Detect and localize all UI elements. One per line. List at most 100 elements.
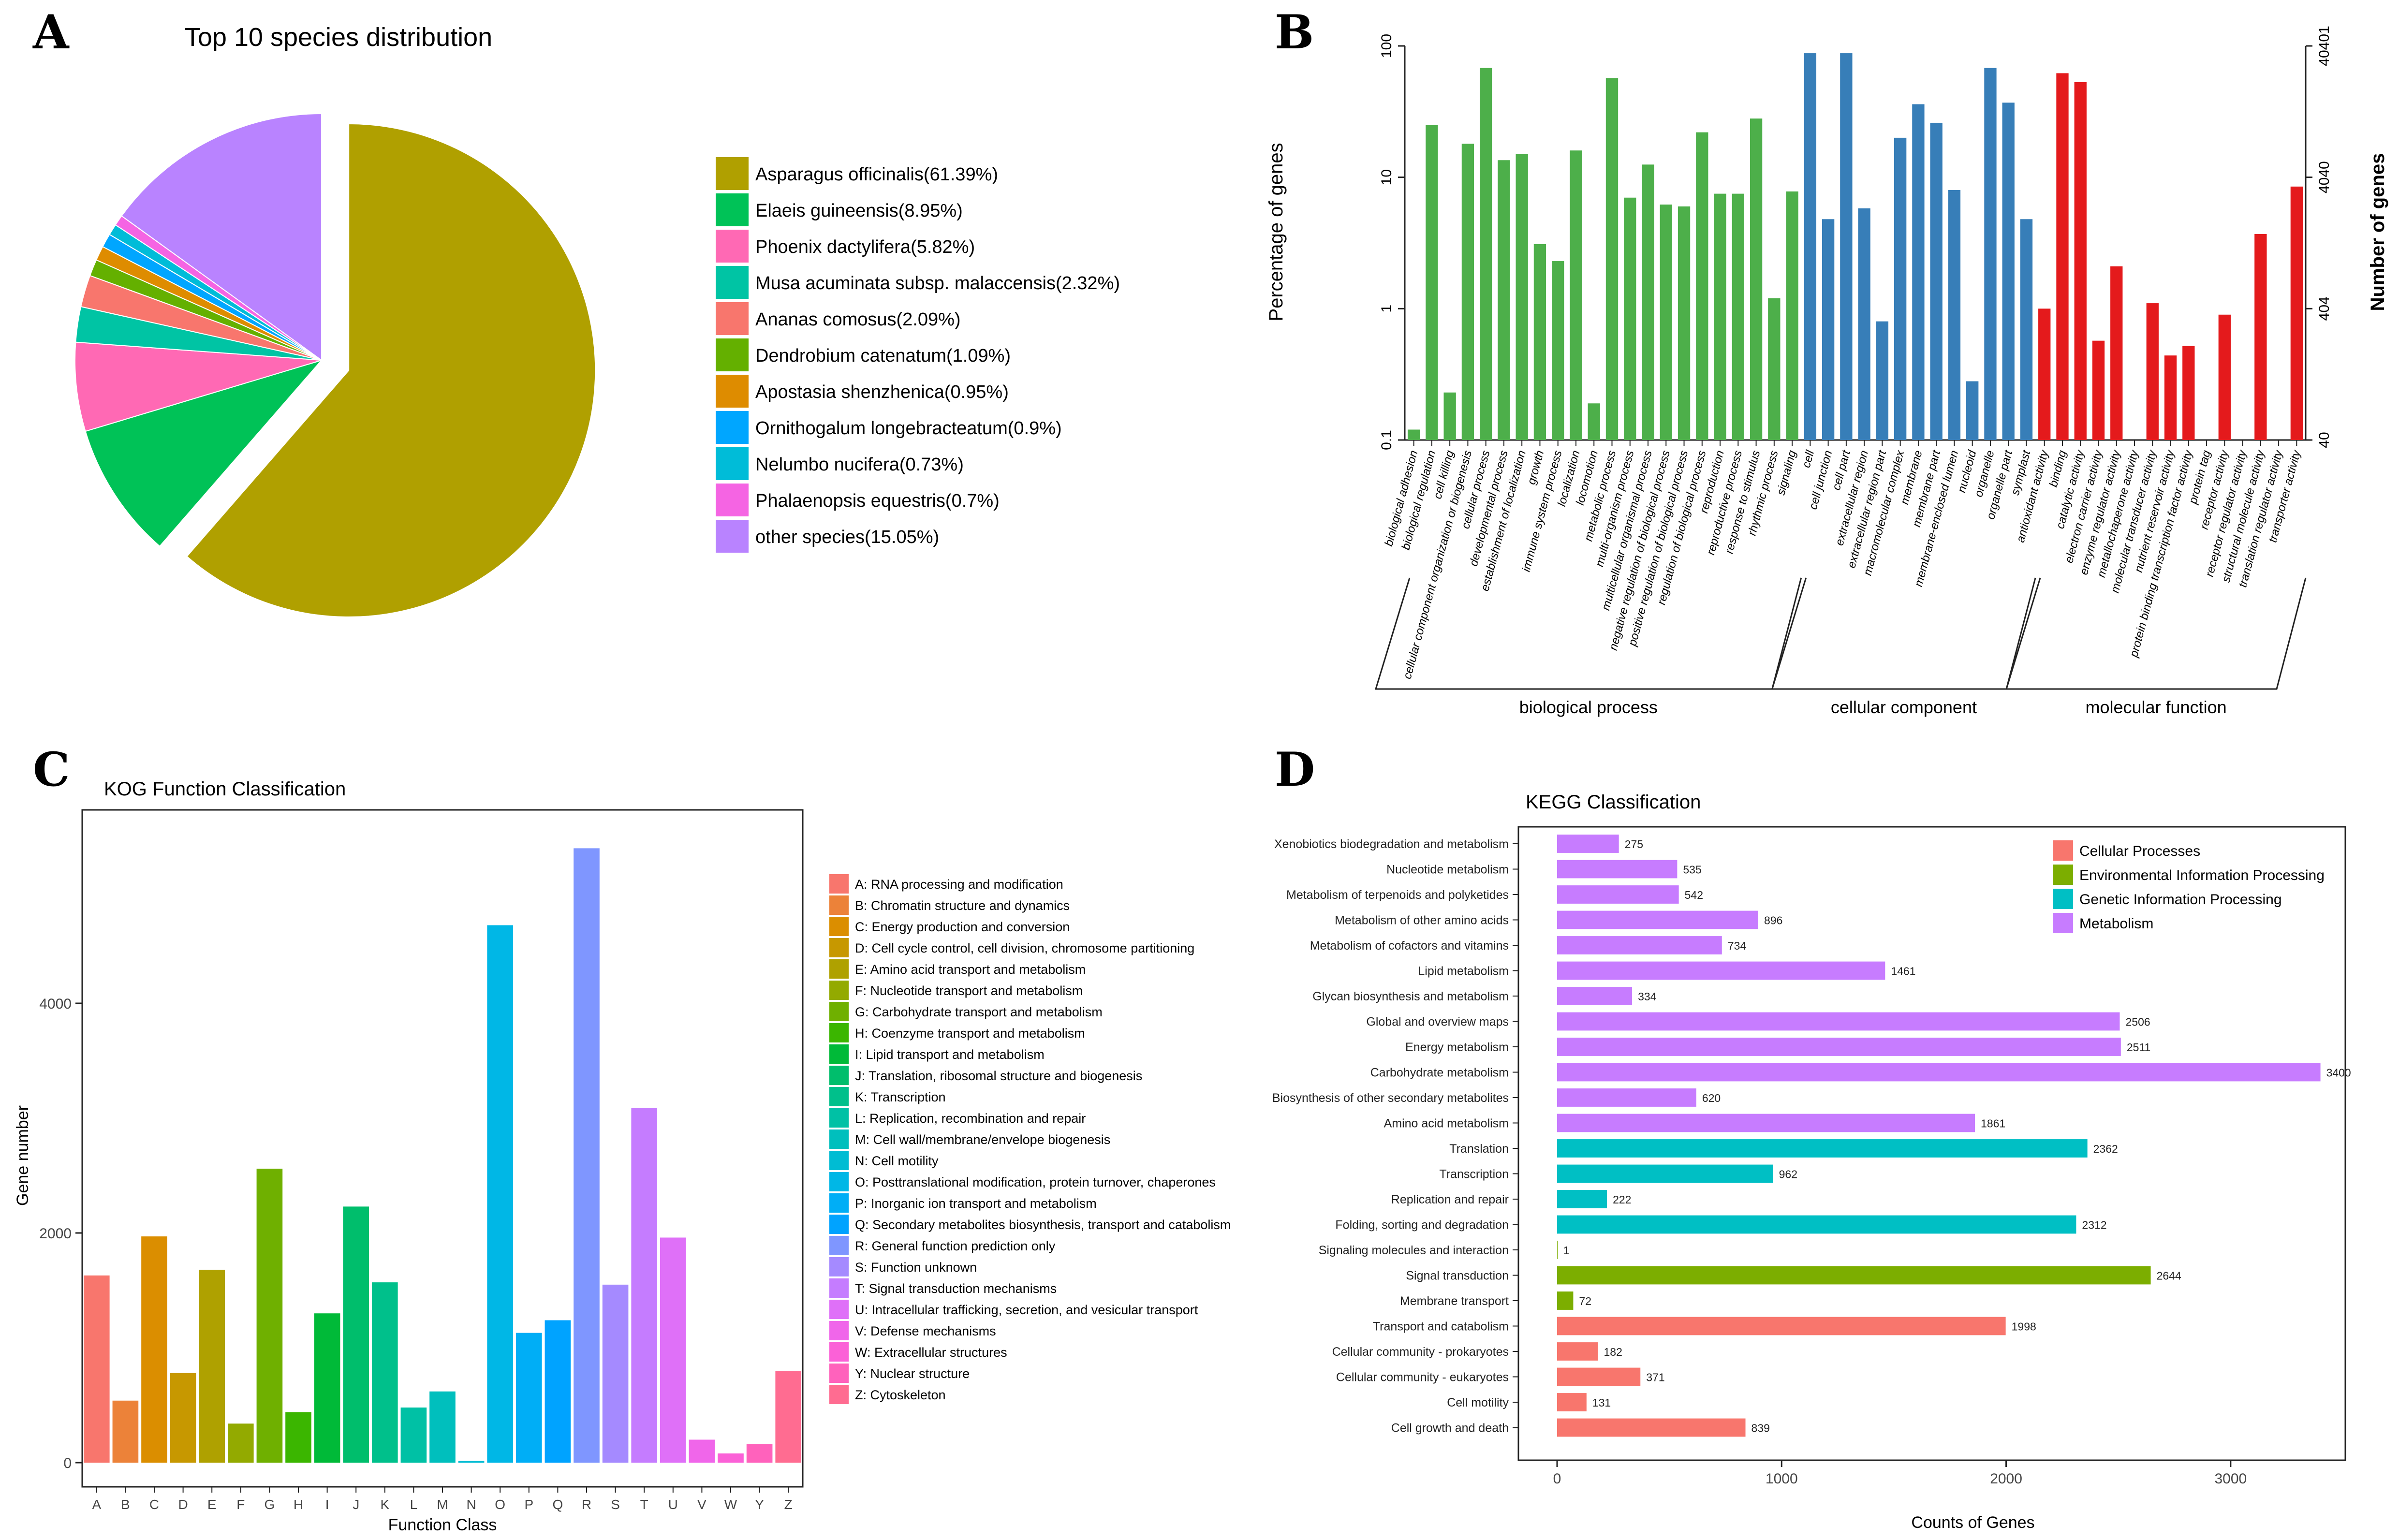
legend-label: I: Lipid transport and metabolism: [855, 1047, 1045, 1062]
y-tick-label: Folding, sorting and degradation: [1335, 1218, 1509, 1232]
group-label: molecular function: [2085, 697, 2226, 717]
y-tick-label: Carbohydrate metabolism: [1370, 1066, 1509, 1080]
y-tick-label: Transcription: [1439, 1168, 1509, 1181]
y-tick-label: 0.1: [1379, 430, 1395, 450]
go-bar: [2110, 266, 2123, 440]
y-tick-label: Nucleotide metabolism: [1386, 863, 1509, 877]
go-bar: [1516, 154, 1528, 440]
x-tick-label: 2000: [1990, 1471, 2022, 1487]
legend-swatch: [829, 1278, 849, 1298]
legend-label: Cellular Processes: [2079, 843, 2200, 859]
legend-swatch: [716, 375, 749, 408]
kegg-value-label: 2362: [2093, 1143, 2118, 1155]
legend-swatch: [829, 959, 849, 979]
kegg-bar: [1557, 1291, 1574, 1310]
x-tick-label: D: [178, 1497, 188, 1512]
kegg-value-label: 2644: [2157, 1270, 2181, 1282]
kegg-bar: [1557, 835, 1619, 853]
kegg-value-label: 1861: [1981, 1117, 2005, 1130]
y2-tick-label: 4040: [2316, 161, 2332, 193]
kog-axes: 0 2000 4000 A B C D E F G H I J K L M N O P Q R S T U V W Y Z: [39, 809, 804, 1512]
legend-label: Nelumbo nucifera(0.73%): [755, 455, 964, 475]
y-tick-label: Amino acid metabolism: [1384, 1117, 1509, 1130]
kegg-value-label: 371: [1646, 1371, 1664, 1384]
legend-swatch: [829, 1044, 849, 1064]
kog-title: KOG Function Classification: [104, 778, 346, 800]
kegg-bar: [1557, 1241, 1558, 1259]
go-bar: [2074, 82, 2087, 440]
kegg-value-label: 896: [1764, 914, 1782, 927]
x-tick-label: N: [466, 1497, 476, 1512]
legend-label: H: Coenzyme transport and metabolism: [855, 1026, 1085, 1041]
kegg-value-label: 1461: [1891, 965, 1915, 978]
kegg-bar: [1557, 1063, 2321, 1082]
kegg-value-label: 1: [1563, 1244, 1569, 1257]
legend-label: P: Inorganic ion transport and metabolis…: [855, 1196, 1097, 1211]
panel-label-c: C: [33, 742, 70, 797]
legend-swatch: [2053, 913, 2073, 933]
legend-swatch: [716, 157, 749, 190]
x-tick-label: P: [524, 1497, 533, 1512]
go-bar: [2146, 303, 2159, 440]
go-bar: [1678, 206, 1691, 440]
x-tick-label: J: [353, 1497, 359, 1512]
group-label: biological process: [1519, 697, 1658, 717]
group-bracket: [2005, 577, 2307, 690]
kog-bar: [631, 1108, 658, 1463]
go-bar: [1984, 68, 1997, 440]
go-bar: [1732, 193, 1744, 440]
legend-label: Ananas comosus(2.09%): [755, 309, 961, 330]
go-bar: [2020, 219, 2033, 440]
legend-swatch: [716, 266, 749, 299]
y-tick-label: Xenobiotics biodegradation and metabolis…: [1274, 837, 1509, 851]
x-tick-label: K: [380, 1497, 389, 1512]
go-bar: [1966, 381, 1979, 440]
legend-swatch: [829, 1172, 849, 1191]
pie-slices: [74, 113, 596, 617]
x-tick-label: C: [149, 1497, 159, 1512]
legend-label: Environmental Information Processing: [2079, 867, 2325, 883]
legend-label: Y: Nuclear structure: [855, 1366, 970, 1381]
kegg-value-label: 222: [1613, 1193, 1631, 1206]
y-tick-label: 2000: [39, 1226, 72, 1242]
x-tick-label: 3000: [2214, 1471, 2247, 1487]
legend-label: R: General function prediction only: [855, 1239, 1056, 1253]
kog-bar: [487, 925, 514, 1463]
legend-label: B: Chromatin structure and dynamics: [855, 898, 1070, 913]
legend-swatch: [829, 1193, 849, 1213]
go-bar: [2002, 103, 2015, 440]
legend-label: F: Nucleotide transport and metabolism: [855, 983, 1083, 998]
pie-slice: [121, 113, 322, 361]
go-bar: [2218, 314, 2231, 440]
go-category-label: cell: [1800, 449, 1817, 469]
kegg-bar: [1557, 1088, 1696, 1107]
kegg-value-label: 3400: [2326, 1067, 2351, 1079]
kegg-bar: [1557, 1393, 1587, 1411]
go-bar: [1660, 205, 1672, 440]
kegg-bar: [1557, 910, 1758, 929]
legend-label: Phalaenopsis equestris(0.7%): [755, 491, 1000, 511]
legend-swatch: [829, 917, 849, 936]
legend-label: Asparagus officinalis(61.39%): [755, 164, 998, 185]
x-tick-label: M: [437, 1497, 448, 1512]
legend-swatch: [716, 302, 749, 335]
go-bar: [1426, 125, 1438, 440]
kegg-bar: [1557, 1190, 1607, 1208]
legend-swatch: [829, 1321, 849, 1340]
go-bar: [1876, 321, 1889, 440]
y-tick-label: Energy metabolism: [1405, 1041, 1509, 1054]
legend-label: Ornithogalum longebracteatum(0.9%): [755, 418, 1062, 439]
kog-bar: [458, 1461, 485, 1463]
kog-bar: [285, 1412, 311, 1463]
x-tick-label: E: [207, 1497, 217, 1512]
legend-label: O: Posttranslational modification, prote…: [855, 1175, 1216, 1189]
legend-swatch: [829, 938, 849, 957]
kegg-bar: [1557, 885, 1679, 904]
legend-swatch: [829, 895, 849, 915]
kegg-value-label: 72: [1579, 1295, 1591, 1307]
panel-label-b: B: [1275, 5, 1314, 59]
go-bar: [1912, 104, 1925, 440]
kog-bar: [746, 1444, 773, 1463]
x-tick-label: 0: [1553, 1471, 1561, 1487]
y-tick-label: Translation: [1449, 1142, 1509, 1156]
